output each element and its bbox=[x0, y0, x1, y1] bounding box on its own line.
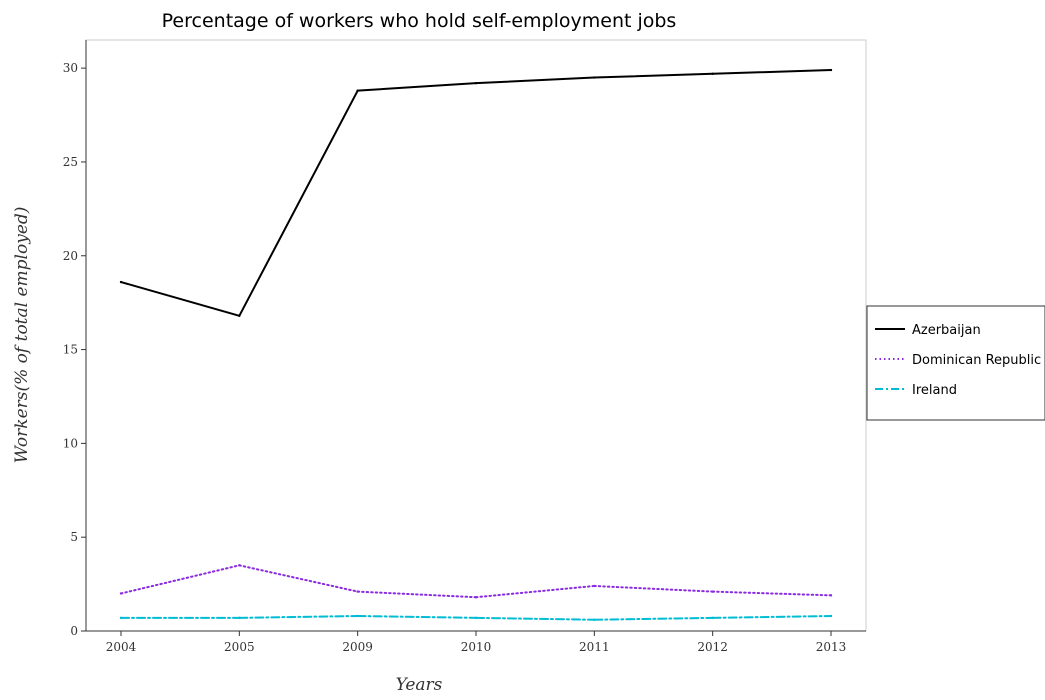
x-tick-label: 2005 bbox=[224, 640, 255, 654]
series-layer bbox=[119, 68, 833, 621]
series-segment bbox=[475, 76, 596, 85]
y-tick-label: 15 bbox=[63, 343, 78, 357]
series-segment bbox=[475, 616, 596, 621]
data-point bbox=[711, 72, 714, 75]
series-dominican-republic bbox=[119, 564, 833, 599]
y-tick-label: 25 bbox=[63, 155, 78, 169]
x-tick-label: 2010 bbox=[461, 640, 492, 654]
y-axis: 0 5 10 15 20 25 30 bbox=[63, 40, 87, 638]
data-point bbox=[356, 590, 359, 593]
data-point bbox=[119, 616, 123, 620]
series-segment bbox=[356, 82, 477, 92]
data-point bbox=[593, 618, 596, 621]
series-segment bbox=[711, 590, 832, 597]
data-point bbox=[829, 594, 833, 597]
x-tick-label: 2009 bbox=[342, 640, 373, 654]
data-point bbox=[238, 564, 241, 567]
series-segment bbox=[356, 590, 477, 599]
series-segment bbox=[593, 72, 714, 79]
data-point bbox=[119, 280, 123, 284]
y-tick-label: 0 bbox=[70, 624, 78, 638]
y-axis-title: Workers(% of total employed) bbox=[12, 207, 32, 464]
data-point bbox=[238, 616, 241, 620]
x-tick-label: 2004 bbox=[106, 640, 137, 654]
data-point bbox=[829, 68, 833, 72]
data-point bbox=[356, 89, 359, 92]
data-point bbox=[474, 596, 478, 599]
series-segment bbox=[120, 281, 241, 317]
data-point bbox=[356, 614, 359, 618]
x-tick-label: 2011 bbox=[579, 640, 610, 654]
series-azerbaijan bbox=[119, 68, 833, 317]
legend-label: Azerbaijan bbox=[912, 323, 981, 338]
series-ireland bbox=[119, 614, 833, 621]
x-axis-title: Years bbox=[396, 675, 443, 695]
series-segment bbox=[238, 564, 359, 593]
series-segment bbox=[120, 564, 241, 595]
series-segment bbox=[711, 69, 832, 75]
data-point bbox=[593, 76, 596, 79]
data-point bbox=[829, 614, 833, 618]
series-segment bbox=[475, 584, 596, 599]
y-tick-label: 10 bbox=[63, 436, 78, 450]
series-segment bbox=[593, 584, 714, 593]
data-point bbox=[119, 592, 123, 595]
series-segment bbox=[238, 614, 359, 619]
series-segment bbox=[238, 89, 359, 317]
series-segment bbox=[593, 616, 714, 621]
x-tick-label: 2013 bbox=[816, 640, 847, 654]
data-point bbox=[711, 616, 714, 620]
y-tick-label: 30 bbox=[63, 61, 78, 75]
data-point bbox=[711, 590, 714, 593]
legend-box bbox=[866, 305, 1045, 421]
legend-label: Ireland bbox=[912, 383, 957, 398]
legend: Azerbaijan Dominican Republic Ireland bbox=[866, 305, 1045, 421]
series-segment bbox=[711, 614, 832, 619]
data-point bbox=[593, 584, 596, 588]
legend-label: Dominican Republic bbox=[912, 353, 1041, 368]
data-point bbox=[238, 314, 241, 317]
y-tick-label: 20 bbox=[63, 249, 78, 263]
x-tick-label: 2012 bbox=[697, 640, 728, 654]
y-tick-label: 5 bbox=[70, 530, 78, 544]
chart-title: Percentage of workers who hold self-empl… bbox=[162, 10, 677, 32]
data-point bbox=[474, 81, 478, 85]
series-segment bbox=[356, 614, 477, 619]
x-axis: 2004 2005 2009 2010 2011 2012 2013 bbox=[86, 630, 866, 654]
plot-frame bbox=[85, 39, 867, 632]
data-point bbox=[474, 616, 478, 620]
